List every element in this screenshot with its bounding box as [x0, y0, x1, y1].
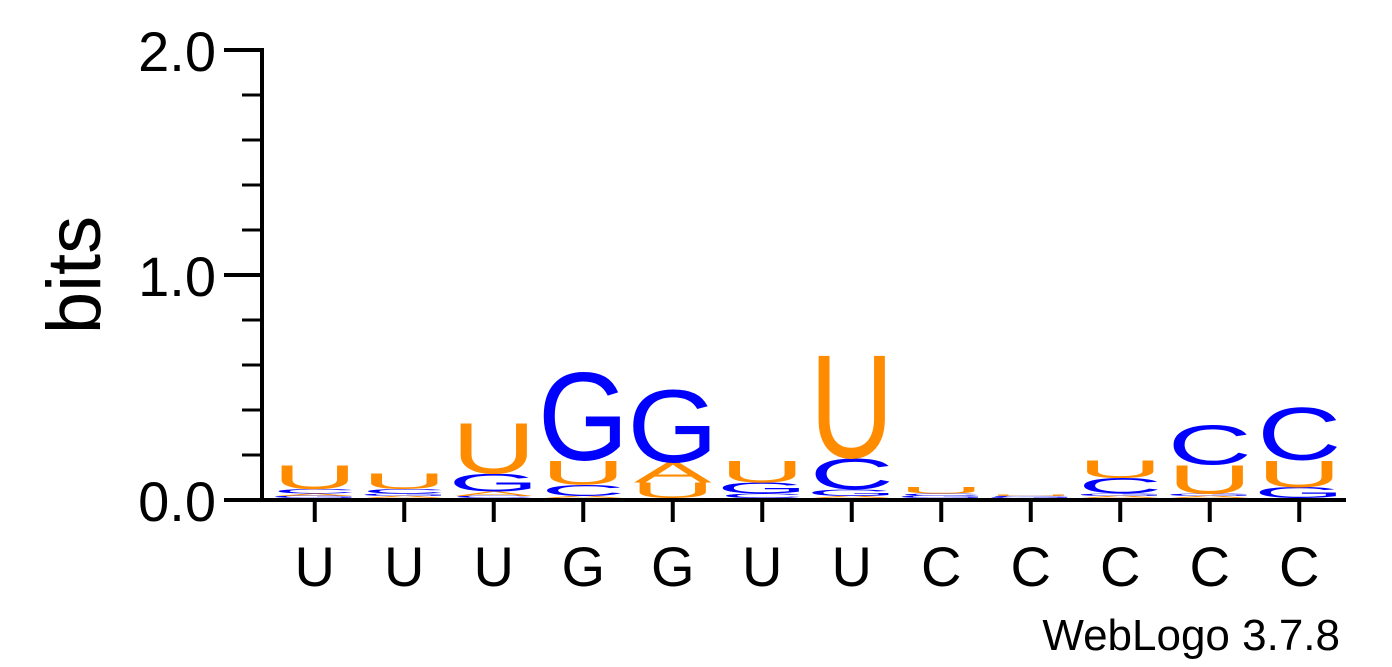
logo-letter-g: G	[1254, 484, 1345, 502]
logo-letter-a: A	[455, 490, 533, 497]
logo-letter-a: A	[1081, 495, 1159, 499]
x-tick-label: G	[561, 535, 605, 598]
logo-letter-g: G	[985, 497, 1076, 499]
logo-letter-c: C	[989, 495, 1073, 497]
logo-letter-a: A	[634, 457, 712, 489]
logo-letter-u: U	[899, 485, 983, 496]
logo-letter-u: U	[720, 454, 804, 489]
logo-letter-c: C	[899, 493, 983, 497]
x-tick-label: U	[832, 535, 872, 598]
x-tick-label: C	[921, 535, 961, 598]
logo-letter-c: C	[273, 488, 357, 495]
logo-letter-c: C	[452, 495, 536, 499]
logo-letter-g: G	[806, 487, 897, 498]
y-axis-label: bits	[32, 216, 117, 334]
logo-letter-c: C	[810, 449, 894, 498]
logo-letter-u: U	[1078, 455, 1162, 483]
logo-letter-g: G	[1075, 493, 1166, 497]
logo-letter-a: A	[276, 493, 354, 497]
logo-letter-a: A	[813, 495, 891, 499]
logo-letter-a: A	[365, 495, 443, 499]
logo-letter-a: A	[544, 495, 622, 499]
logo-letter-u: U	[810, 325, 894, 489]
logo-letter-u: U	[452, 408, 536, 489]
x-tick-label: U	[384, 535, 424, 598]
y-tick-label-0: 0.0	[138, 470, 216, 533]
logo-letter-c: C	[1078, 474, 1162, 499]
logo-letter-u: U	[273, 458, 357, 497]
logo-letter-c: C	[1257, 391, 1341, 475]
logo-letter-g: G	[1164, 493, 1255, 497]
logo-letter-u: U	[631, 478, 715, 503]
x-tick-label: C	[1011, 535, 1051, 598]
logo-letter-u: U	[362, 469, 446, 494]
x-tick-label: C	[1190, 535, 1230, 598]
weblogo-credit: WebLogo 3.7.8	[1042, 611, 1340, 660]
logo-letter-u: U	[989, 494, 1073, 496]
y-axis-minor-ticks	[242, 93, 262, 457]
x-tick-label: U	[742, 535, 782, 598]
x-tick-label: C	[1100, 535, 1140, 598]
logo-letter-c: C	[362, 488, 446, 495]
y-tick-label-2: 2.0	[138, 20, 216, 83]
logo-letter-g: G	[627, 369, 718, 485]
y-tick-label-1: 1.0	[138, 245, 216, 308]
logo-letter-c: C	[720, 492, 804, 499]
logo-letter-c: C	[1168, 414, 1252, 477]
logo-letter-u: U	[541, 454, 625, 493]
logo-letter-g: G	[717, 479, 808, 497]
logo-letter-g: G	[896, 495, 987, 499]
logo-letter-g: G	[538, 346, 629, 487]
logo-letter-g: G	[269, 495, 360, 499]
logo-letter-a: A	[1171, 495, 1249, 499]
logo-letter-c: C	[541, 482, 625, 500]
logo-letter-u: U	[1257, 453, 1341, 495]
x-tick-label: U	[474, 535, 514, 598]
logo-letter-g: G	[359, 493, 450, 497]
x-tick-label: U	[295, 535, 335, 598]
x-tick-label: G	[651, 535, 695, 598]
x-tick-label: C	[1279, 535, 1319, 598]
logo-letter-g: G	[448, 469, 539, 497]
logo-letter-u: U	[1168, 457, 1252, 503]
